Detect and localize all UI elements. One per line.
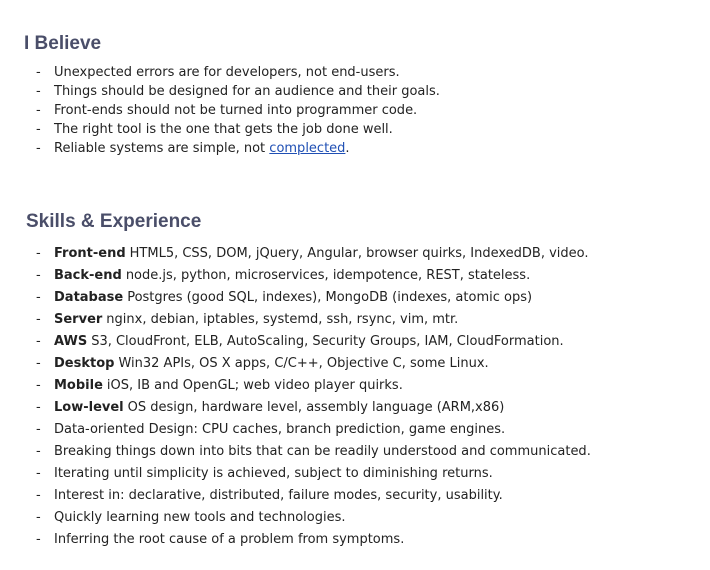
skills-heading: Skills & Experience: [26, 211, 202, 232]
item-text: Back-end node.js, python, microservices, …: [54, 265, 530, 287]
skill-detail: Quickly learning new tools and technolog…: [54, 510, 346, 525]
list-item: - Desktop Win32 APIs, OS X apps, C/C++, Ob…: [36, 353, 591, 375]
list-item: - Reliable systems are simple, not comple…: [36, 141, 350, 156]
list-item: - Mobile iOS, IB and OpenGL; web video pla…: [36, 375, 591, 397]
item-text: Things should be designed for an audienc…: [54, 84, 440, 99]
list-item: - Interest in: declarative, distributed, …: [36, 485, 591, 507]
skill-category: Front-end: [54, 246, 126, 261]
list-item: - Data-oriented Design: CPU caches, branc…: [36, 419, 591, 441]
list-item: - Iterating until simplicity is achieved,…: [36, 463, 591, 485]
item-text: Iterating until simplicity is achieved, …: [54, 463, 493, 485]
item-text: The right tool is the one that gets the …: [54, 122, 393, 137]
item-text: Desktop Win32 APIs, OS X apps, C/C++, Obj…: [54, 353, 489, 375]
complected-link[interactable]: complected: [269, 141, 346, 156]
item-text: Unexpected errors are for developers, no…: [54, 65, 400, 80]
skill-detail: Interest in: declarative, distributed, f…: [54, 488, 503, 503]
list-item: - AWS S3, CloudFront, ELB, AutoScaling, Se…: [36, 331, 591, 353]
item-text: Front-ends should not be turned into pro…: [54, 103, 418, 118]
skill-category: Low-level: [54, 400, 124, 415]
skill-detail: S3, CloudFront, ELB, AutoScaling, Securi…: [91, 334, 564, 349]
list-item: - Unexpected errors are for developers, n…: [36, 65, 400, 80]
item-text: Inferring the root cause of a problem fr…: [54, 529, 404, 551]
list-item: - Front-ends should not be turned into pr…: [36, 103, 418, 118]
list-item: - Back-end node.js, python, microservices,…: [36, 265, 591, 287]
item-text: Reliable systems are simple, not complec…: [54, 141, 350, 156]
item-text: Server nginx, debian, iptables, systemd, …: [54, 309, 458, 331]
list-item: - Low-level OS design, hardware level, ass…: [36, 397, 591, 419]
item-text: AWS S3, CloudFront, ELB, AutoScaling, Sec…: [54, 331, 564, 353]
skill-detail: Win32 APIs, OS X apps, C/C++, Objective …: [118, 356, 489, 371]
list-item: - Inferring the root cause of a problem f…: [36, 529, 591, 551]
skill-category: AWS: [54, 334, 88, 349]
item-text: Front-end HTML5, CSS, DOM, jQuery, Angula…: [54, 243, 589, 265]
skill-category: Desktop: [54, 356, 115, 371]
list-item: - Server nginx, debian, iptables, systemd,…: [36, 309, 591, 331]
list-item: - The right tool is the one that gets the…: [36, 122, 393, 137]
believe-heading: I Believe: [24, 33, 102, 54]
item-text: Breaking things down into bits that can …: [54, 441, 591, 463]
item-text: Quickly learning new tools and technolog…: [54, 507, 345, 529]
believe-list: - Unexpected errors are for developers, n…: [36, 63, 440, 158]
list-item: - Front-end HTML5, CSS, DOM, jQuery, Angul…: [36, 243, 591, 265]
item-text: Database Postgres (good SQL, indexes), Mo…: [54, 287, 532, 309]
skill-detail: HTML5, CSS, DOM, jQuery, Angular, browse…: [129, 246, 589, 261]
item-text: Interest in: declarative, distributed, f…: [54, 485, 503, 507]
item-text: Data-oriented Design: CPU caches, branch…: [54, 419, 505, 441]
skill-category: Back-end: [54, 268, 122, 283]
skill-detail: Inferring the root cause of a problem fr…: [54, 532, 405, 547]
list-item: - Breaking things down into bits that can…: [36, 441, 591, 463]
list-item: - Database Postgres (good SQL, indexes), M…: [36, 287, 591, 309]
skill-detail: Iterating until simplicity is achieved, …: [54, 466, 493, 481]
list-item: - Things should be designed for an audien…: [36, 84, 440, 99]
skill-detail: Data-oriented Design: CPU caches, branch…: [54, 422, 506, 437]
skill-detail: Breaking things down into bits that can …: [54, 444, 591, 459]
skill-category: Database: [54, 290, 124, 305]
skills-list: - Front-end HTML5, CSS, DOM, jQuery, Angul…: [36, 243, 591, 551]
skill-category: Server: [54, 312, 103, 327]
item-text: Low-level OS design, hardware level, asse…: [54, 397, 504, 419]
skill-category: Mobile: [54, 378, 103, 393]
skill-detail: iOS, IB and OpenGL; web video player qui…: [106, 378, 403, 393]
skill-detail: OS design, hardware level, assembly lang…: [127, 400, 505, 415]
item-text: Mobile iOS, IB and OpenGL; web video play…: [54, 375, 403, 397]
skill-detail: Postgres (good SQL, indexes), MongoDB (i…: [127, 290, 533, 305]
skill-detail: node.js, python, microservices, idempote…: [125, 268, 531, 283]
skill-detail: nginx, debian, iptables, systemd, ssh, r…: [106, 312, 459, 327]
list-item: - Quickly learning new tools and technolo…: [36, 507, 591, 529]
